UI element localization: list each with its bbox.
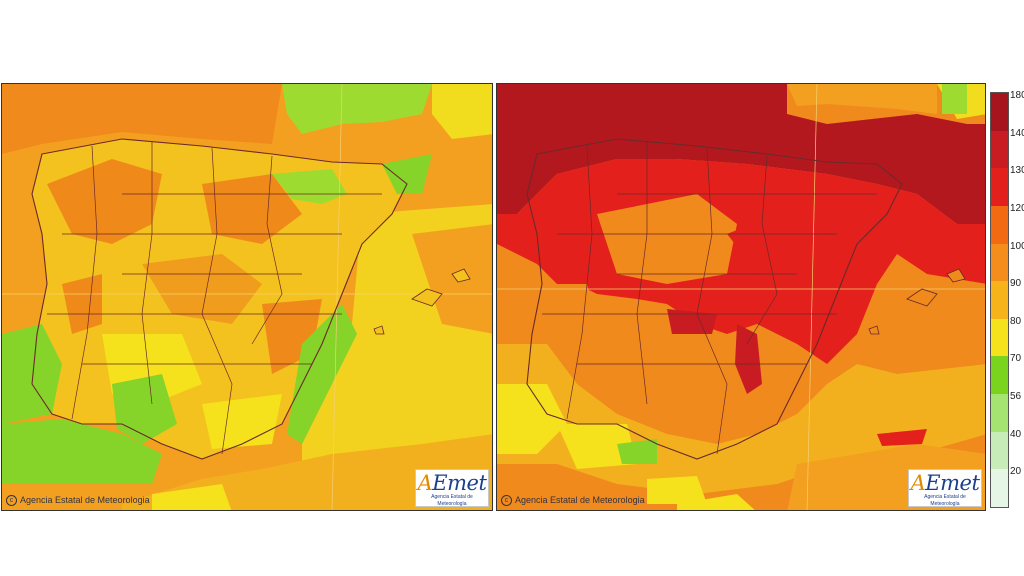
logo-subtitle: Agencia Estatal de Meteorología <box>431 494 473 507</box>
legend-swatch <box>991 469 1008 508</box>
legend-swatch <box>991 281 1008 320</box>
legend-swatch <box>991 394 1008 433</box>
copyright-text: Agencia Estatal de Meteorologia <box>20 494 150 505</box>
copyright-notice: c Agencia Estatal de Meteorologia <box>6 495 150 506</box>
aemet-logo: AEmet Agencia Estatal de Meteorología <box>908 469 982 507</box>
legend-value-label: 40 <box>1010 428 1022 440</box>
legend-swatch <box>991 318 1008 357</box>
logo-wordmark: AEmet <box>417 471 487 495</box>
legend-value-label: 130 <box>1010 165 1024 177</box>
logo-subtitle: Agencia Estatal de Meteorología <box>924 494 966 507</box>
legend-value-label: 90 <box>1010 278 1022 290</box>
copyright-icon: c <box>501 495 512 506</box>
legend-swatch <box>991 130 1008 169</box>
legend-value-label: 140 <box>1010 127 1024 139</box>
legend-value-label: 56 <box>1010 391 1022 403</box>
legend-value-label: 20 <box>1010 466 1022 478</box>
forecast-field-left <box>2 84 492 510</box>
legend-value-label: 70 <box>1010 353 1022 365</box>
logo-wordmark: AEmet <box>910 471 980 495</box>
aemet-logo: AEmet Agencia Estatal de Meteorología <box>415 469 489 507</box>
copyright-icon: c <box>6 495 17 506</box>
color-legend: 180 140 130 120 100 90 80 70 56 40 20 <box>988 90 1024 512</box>
legend-swatch <box>991 168 1008 207</box>
legend-color-bar <box>990 92 1009 508</box>
legend-value-label: 100 <box>1010 240 1024 252</box>
copyright-text: Agencia Estatal de Meteorologia <box>515 494 645 505</box>
forecast-map-left: c Agencia Estatal de Meteorologia AEmet A… <box>1 83 493 511</box>
legend-swatch <box>991 243 1008 282</box>
copyright-notice: c Agencia Estatal de Meteorologia <box>501 495 645 506</box>
legend-value-label: 120 <box>1010 202 1024 214</box>
legend-swatch <box>991 205 1008 245</box>
legend-value-label: 80 <box>1010 315 1022 327</box>
legend-swatch <box>991 356 1008 395</box>
legend-swatch <box>991 431 1008 470</box>
forecast-map-right: c Agencia Estatal de Meteorologia AEmet A… <box>496 83 986 511</box>
legend-swatch <box>991 93 1008 132</box>
forecast-field-right <box>497 84 985 510</box>
legend-value-label: 180 <box>1010 90 1024 101</box>
